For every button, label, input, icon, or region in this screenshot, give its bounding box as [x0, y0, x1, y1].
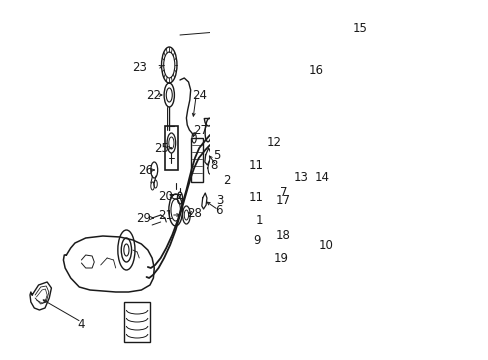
Text: 27: 27: [193, 123, 207, 136]
Text: 24: 24: [191, 89, 206, 102]
Text: 26: 26: [138, 163, 153, 176]
Text: 21: 21: [158, 208, 173, 221]
Bar: [164, 126, 178, 170]
Text: 20: 20: [158, 189, 173, 202]
Text: 25: 25: [154, 141, 169, 154]
Text: 18: 18: [275, 229, 290, 242]
Text: 6: 6: [214, 203, 222, 216]
Text: 10: 10: [319, 239, 333, 252]
Text: 9: 9: [253, 234, 260, 247]
Bar: [272, 20, 302, 82]
Text: 16: 16: [307, 63, 323, 77]
Text: 4: 4: [78, 319, 85, 332]
Text: 19: 19: [273, 252, 288, 265]
Text: 13: 13: [293, 171, 307, 184]
Text: 23: 23: [132, 60, 146, 73]
Text: 2: 2: [223, 174, 230, 186]
Bar: [190, 138, 202, 182]
Text: 22: 22: [145, 89, 161, 102]
Text: 17: 17: [275, 194, 290, 207]
Text: 28: 28: [187, 207, 202, 220]
Text: 3: 3: [216, 194, 223, 207]
Text: 12: 12: [266, 135, 281, 149]
Text: 5: 5: [212, 149, 220, 162]
Text: 11: 11: [248, 158, 263, 171]
Text: 11: 11: [248, 190, 263, 203]
Bar: [124, 302, 150, 342]
Text: 14: 14: [315, 171, 329, 184]
Text: 8: 8: [210, 158, 218, 171]
Text: 15: 15: [352, 22, 366, 35]
Bar: [268, 225, 276, 247]
Text: 7: 7: [280, 185, 287, 198]
Text: 29: 29: [136, 212, 151, 225]
Text: 1: 1: [255, 213, 263, 226]
